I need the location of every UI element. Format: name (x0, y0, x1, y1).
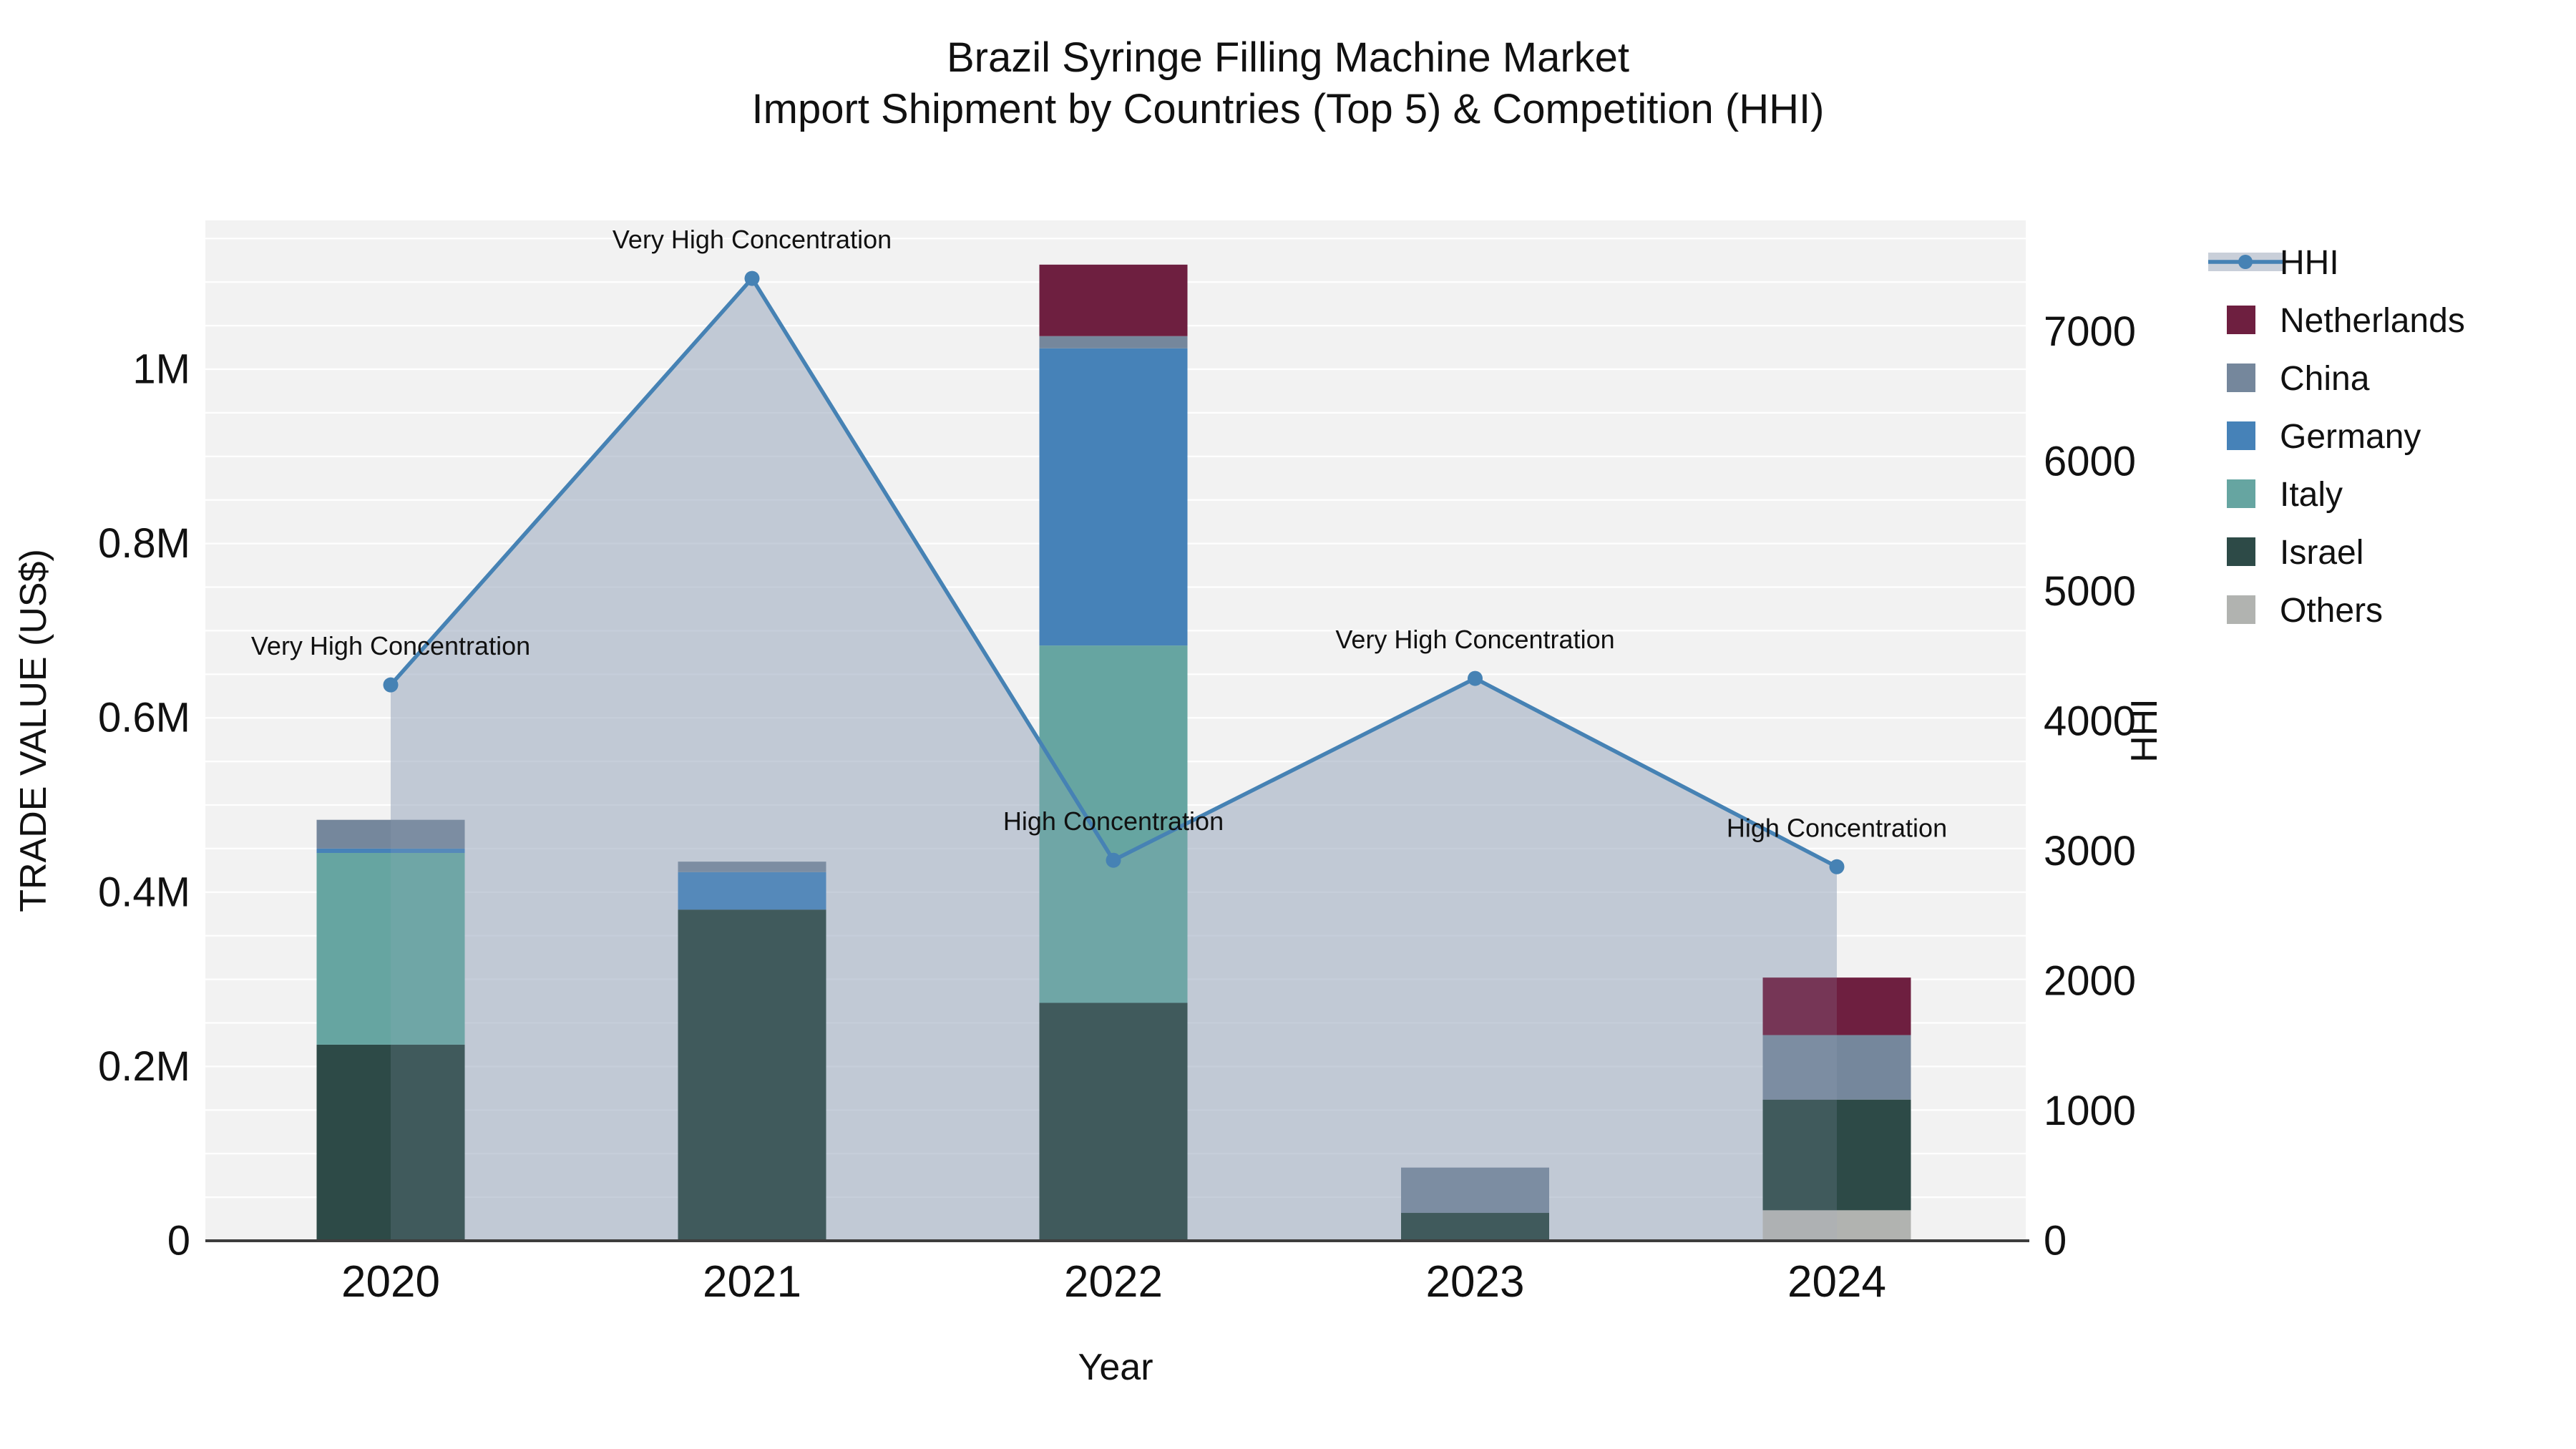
bar-segment-germany-2020[interactable] (316, 848, 465, 853)
y-right-tick-label: 4000 (2044, 698, 2136, 745)
legend-label-italy: Italy (2280, 476, 2343, 514)
bar-segment-italy-2022[interactable] (1039, 645, 1188, 1003)
bar-stack-2023 (1401, 1167, 1549, 1241)
x-tick-label-2021: 2021 (703, 1257, 801, 1307)
y-left-tick-label: 0.8M (98, 520, 190, 567)
y-right-tick-label: 5000 (2044, 568, 2136, 615)
bar-segment-germany-2022[interactable] (1039, 348, 1188, 646)
legend-item-hhi[interactable]: HHI (2208, 244, 2339, 282)
bar-segment-others-2024[interactable] (1762, 1210, 1911, 1241)
y-right-tick-label: 6000 (2044, 439, 2136, 485)
hhi-annotation-2020: Very High Concentration (251, 631, 530, 660)
legend-label-germany: Germany (2280, 418, 2421, 456)
legend-swatch-israel (2227, 537, 2255, 566)
legend-label-china: China (2280, 360, 2370, 398)
x-tick-label-2022: 2022 (1064, 1257, 1163, 1307)
bar-segment-china-2024[interactable] (1762, 1035, 1911, 1100)
hhi-annotation-2024: High Concentration (1727, 813, 1947, 842)
bar-series-group (316, 264, 1911, 1241)
legend: HHI Netherlands China Germany Italy Israel Oth… (2208, 244, 2465, 630)
y-right-axis-title: HHI (2124, 698, 2165, 763)
hhi-marker-2023[interactable] (1468, 670, 1483, 686)
y-left-tick-label: 0.4M (98, 869, 190, 915)
bar-stack-2021 (678, 862, 826, 1241)
legend-hhi-marker-icon (2238, 255, 2253, 269)
x-tick-label-2023: 2023 (1426, 1257, 1525, 1307)
y-left-tick-label: 0 (167, 1218, 190, 1264)
bar-segment-netherlands-2022[interactable] (1039, 264, 1188, 336)
y-right-tick-label: 0 (2044, 1218, 2067, 1264)
legend-item-israel[interactable]: Israel (2227, 534, 2363, 572)
bar-segment-china-2021[interactable] (678, 862, 826, 872)
bar-segment-netherlands-2024[interactable] (1762, 977, 1911, 1035)
x-tick-label-2024: 2024 (1787, 1257, 1886, 1307)
y-left-tick-label: 1M (132, 346, 190, 393)
bar-segment-israel-2021[interactable] (678, 909, 826, 1241)
bar-segment-china-2022[interactable] (1039, 336, 1188, 348)
bar-segment-israel-2024[interactable] (1762, 1099, 1911, 1211)
legend-item-italy[interactable]: Italy (2227, 476, 2343, 514)
hhi-marker-2022[interactable] (1106, 852, 1121, 868)
bar-stack-2024 (1762, 977, 1911, 1241)
chart-title-line1: Brazil Syringe Filling Machine Market (947, 34, 1629, 81)
hhi-annotation-2023: Very High Concentration (1335, 625, 1614, 654)
bar-segment-israel-2023[interactable] (1401, 1213, 1549, 1241)
legend-label-netherlands: Netherlands (2280, 302, 2465, 340)
legend-swatch-italy (2227, 479, 2255, 508)
bar-segment-italy-2020[interactable] (316, 852, 465, 1045)
y-right-tick-label: 3000 (2044, 828, 2136, 874)
bar-segment-china-2020[interactable] (316, 819, 465, 849)
bar-segment-germany-2021[interactable] (678, 872, 826, 910)
bar-segment-china-2023[interactable] (1401, 1167, 1549, 1214)
legend-label-others: Others (2280, 592, 2383, 630)
y-right-tick-label: 7000 (2044, 308, 2136, 355)
y-right-tick-label: 1000 (2044, 1088, 2136, 1134)
legend-swatch-netherlands (2227, 306, 2255, 334)
legend-label-hhi: HHI (2280, 244, 2339, 282)
x-axis-title: Year (1078, 1347, 1153, 1388)
legend-swatch-germany (2227, 421, 2255, 450)
chart-title-line2: Import Shipment by Countries (Top 5) & C… (752, 86, 1825, 132)
bar-segment-israel-2020[interactable] (316, 1044, 465, 1241)
legend-item-china[interactable]: China (2227, 360, 2370, 398)
y-left-axis-title: TRADE VALUE (US$) (13, 549, 54, 912)
x-tick-label-2020: 2020 (341, 1257, 440, 1307)
hhi-marker-2024[interactable] (1829, 859, 1845, 874)
hhi-marker-2021[interactable] (744, 270, 760, 286)
hhi-marker-2020[interactable] (383, 677, 399, 693)
legend-swatch-others (2227, 595, 2255, 624)
y-right-tick-label: 2000 (2044, 958, 2136, 1005)
y-left-tick-label: 0.6M (98, 695, 190, 741)
hhi-annotation-2022: High Concentration (1003, 806, 1224, 836)
hhi-area-overlay (391, 278, 1837, 1241)
bar-segment-israel-2022[interactable] (1039, 1002, 1188, 1241)
legend-item-germany[interactable]: Germany (2227, 418, 2421, 456)
bar-stack-2022 (1039, 264, 1188, 1241)
hhi-annotation-2021: Very High Concentration (613, 225, 892, 254)
bar-stack-2020 (316, 819, 465, 1241)
legend-item-netherlands[interactable]: Netherlands (2227, 302, 2465, 340)
legend-swatch-china (2227, 364, 2255, 392)
y-left-tick-label: 0.2M (98, 1043, 190, 1090)
legend-item-others[interactable]: Others (2227, 592, 2383, 630)
legend-label-israel: Israel (2280, 534, 2363, 572)
